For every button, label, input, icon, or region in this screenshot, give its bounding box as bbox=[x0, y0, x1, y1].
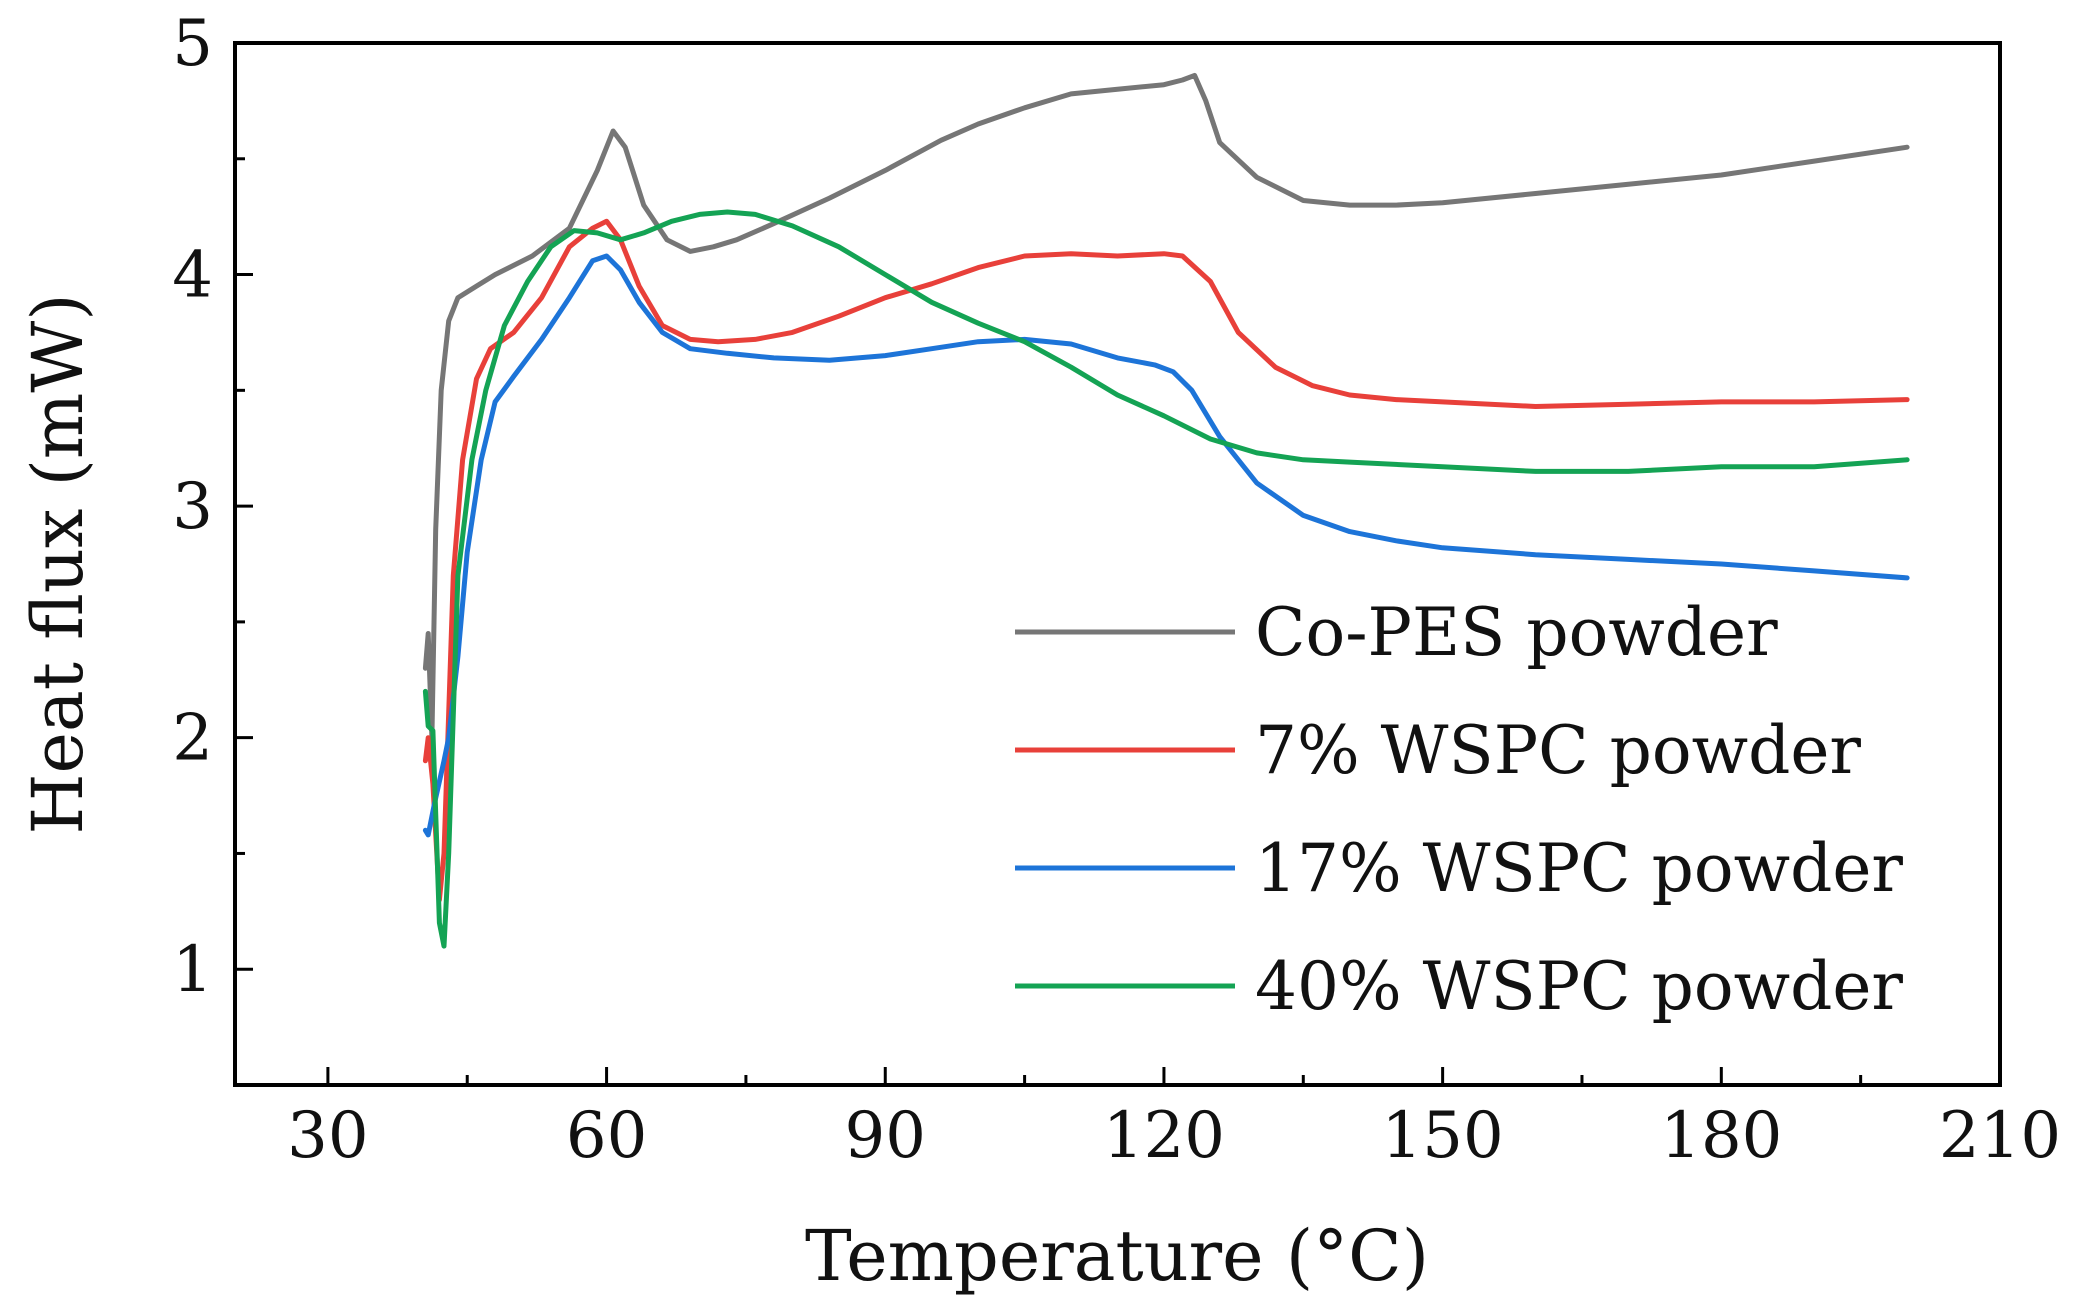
legend-label: Co-PES powder bbox=[1255, 594, 1778, 671]
x-tick-label: 60 bbox=[566, 1099, 647, 1173]
x-tick-label: 90 bbox=[845, 1099, 926, 1173]
legend-label: 17% WSPC powder bbox=[1255, 830, 1903, 907]
x-tick-label: 210 bbox=[1939, 1099, 2061, 1173]
y-tick-label: 1 bbox=[172, 933, 213, 1007]
y-tick-label: 2 bbox=[172, 702, 213, 776]
x-tick-labels: 30 60 90 120 150 180 210 bbox=[287, 1099, 2061, 1173]
plot-frame bbox=[233, 41, 2002, 1087]
y-axis-title: Heat flux (mW) bbox=[17, 293, 99, 834]
series-layer bbox=[422, 72, 1910, 949]
x-tick-label: 120 bbox=[1103, 1099, 1225, 1173]
y-tick-labels: 1 2 3 4 5 bbox=[172, 7, 213, 1007]
legend-label: 7% WSPC powder bbox=[1255, 712, 1861, 789]
legend-label: 40% WSPC powder bbox=[1255, 948, 1903, 1025]
y-tick-label: 3 bbox=[172, 470, 213, 544]
series-line-2 bbox=[422, 218, 1910, 903]
series-line-1 bbox=[422, 72, 1910, 741]
x-axis-title: Temperature (°C) bbox=[805, 1215, 1429, 1297]
y-tick-label: 4 bbox=[172, 239, 213, 313]
series-line-3 bbox=[422, 253, 1910, 838]
y-tick-label: 5 bbox=[172, 7, 213, 81]
series-line-4 bbox=[422, 209, 1910, 949]
x-tick-label: 150 bbox=[1382, 1099, 1504, 1173]
x-tick-label: 30 bbox=[287, 1099, 368, 1173]
legend: Co-PES powder 7% WSPC powder 17% WSPC powd… bbox=[1015, 594, 1903, 1025]
x-tick-label: 180 bbox=[1660, 1099, 1782, 1173]
